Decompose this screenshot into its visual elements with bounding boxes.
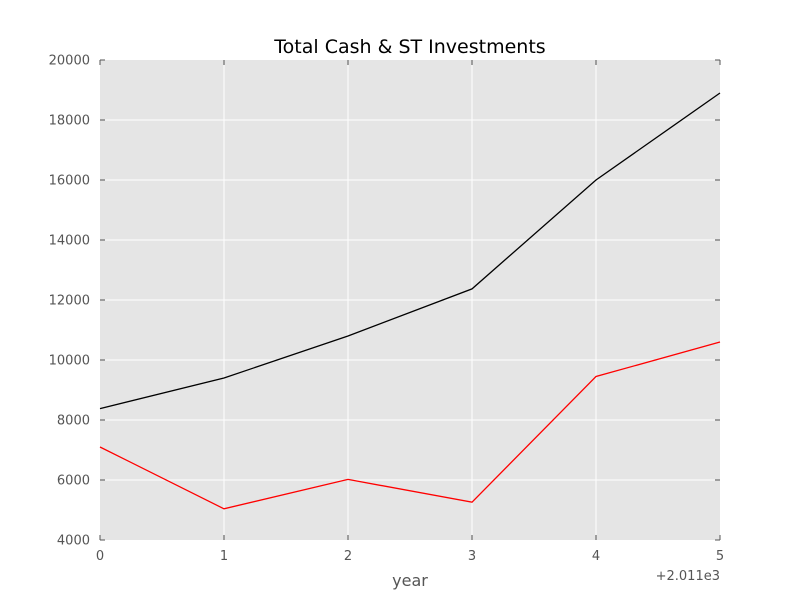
- y-tick-label: 10000: [49, 354, 90, 369]
- y-tick-label: 4000: [57, 534, 90, 549]
- axis-ticks: [99, 59, 721, 541]
- y-tick-label: 16000: [49, 174, 90, 189]
- series-lines: [99, 92, 721, 510]
- x-axis-offset-label: +2.011e3: [656, 569, 720, 584]
- tick-labels: 0 1 2 3 4 5 4000 6000 8000 10000 12000 14000 16000 18…: [49, 54, 725, 565]
- y-tick-label: 14000: [49, 234, 90, 249]
- series-line-1: [99, 92, 721, 410]
- x-axis-label: year: [392, 571, 428, 590]
- x-tick-label: 1: [220, 549, 228, 564]
- x-tick-label: 2: [344, 549, 352, 564]
- x-tick-label: 0: [96, 549, 104, 564]
- y-tick-label: 18000: [49, 114, 90, 129]
- x-tick-label: 3: [468, 549, 476, 564]
- grid-lines: [100, 60, 720, 540]
- chart-title: Total Cash & ST Investments: [273, 36, 545, 58]
- y-tick-label: 8000: [57, 414, 90, 429]
- y-tick-label: 20000: [49, 54, 90, 69]
- y-tick-label: 6000: [57, 474, 90, 489]
- x-tick-label: 5: [716, 549, 724, 564]
- series-line-2: [99, 341, 721, 510]
- y-tick-label: 12000: [49, 294, 90, 309]
- x-tick-label: 4: [592, 549, 600, 564]
